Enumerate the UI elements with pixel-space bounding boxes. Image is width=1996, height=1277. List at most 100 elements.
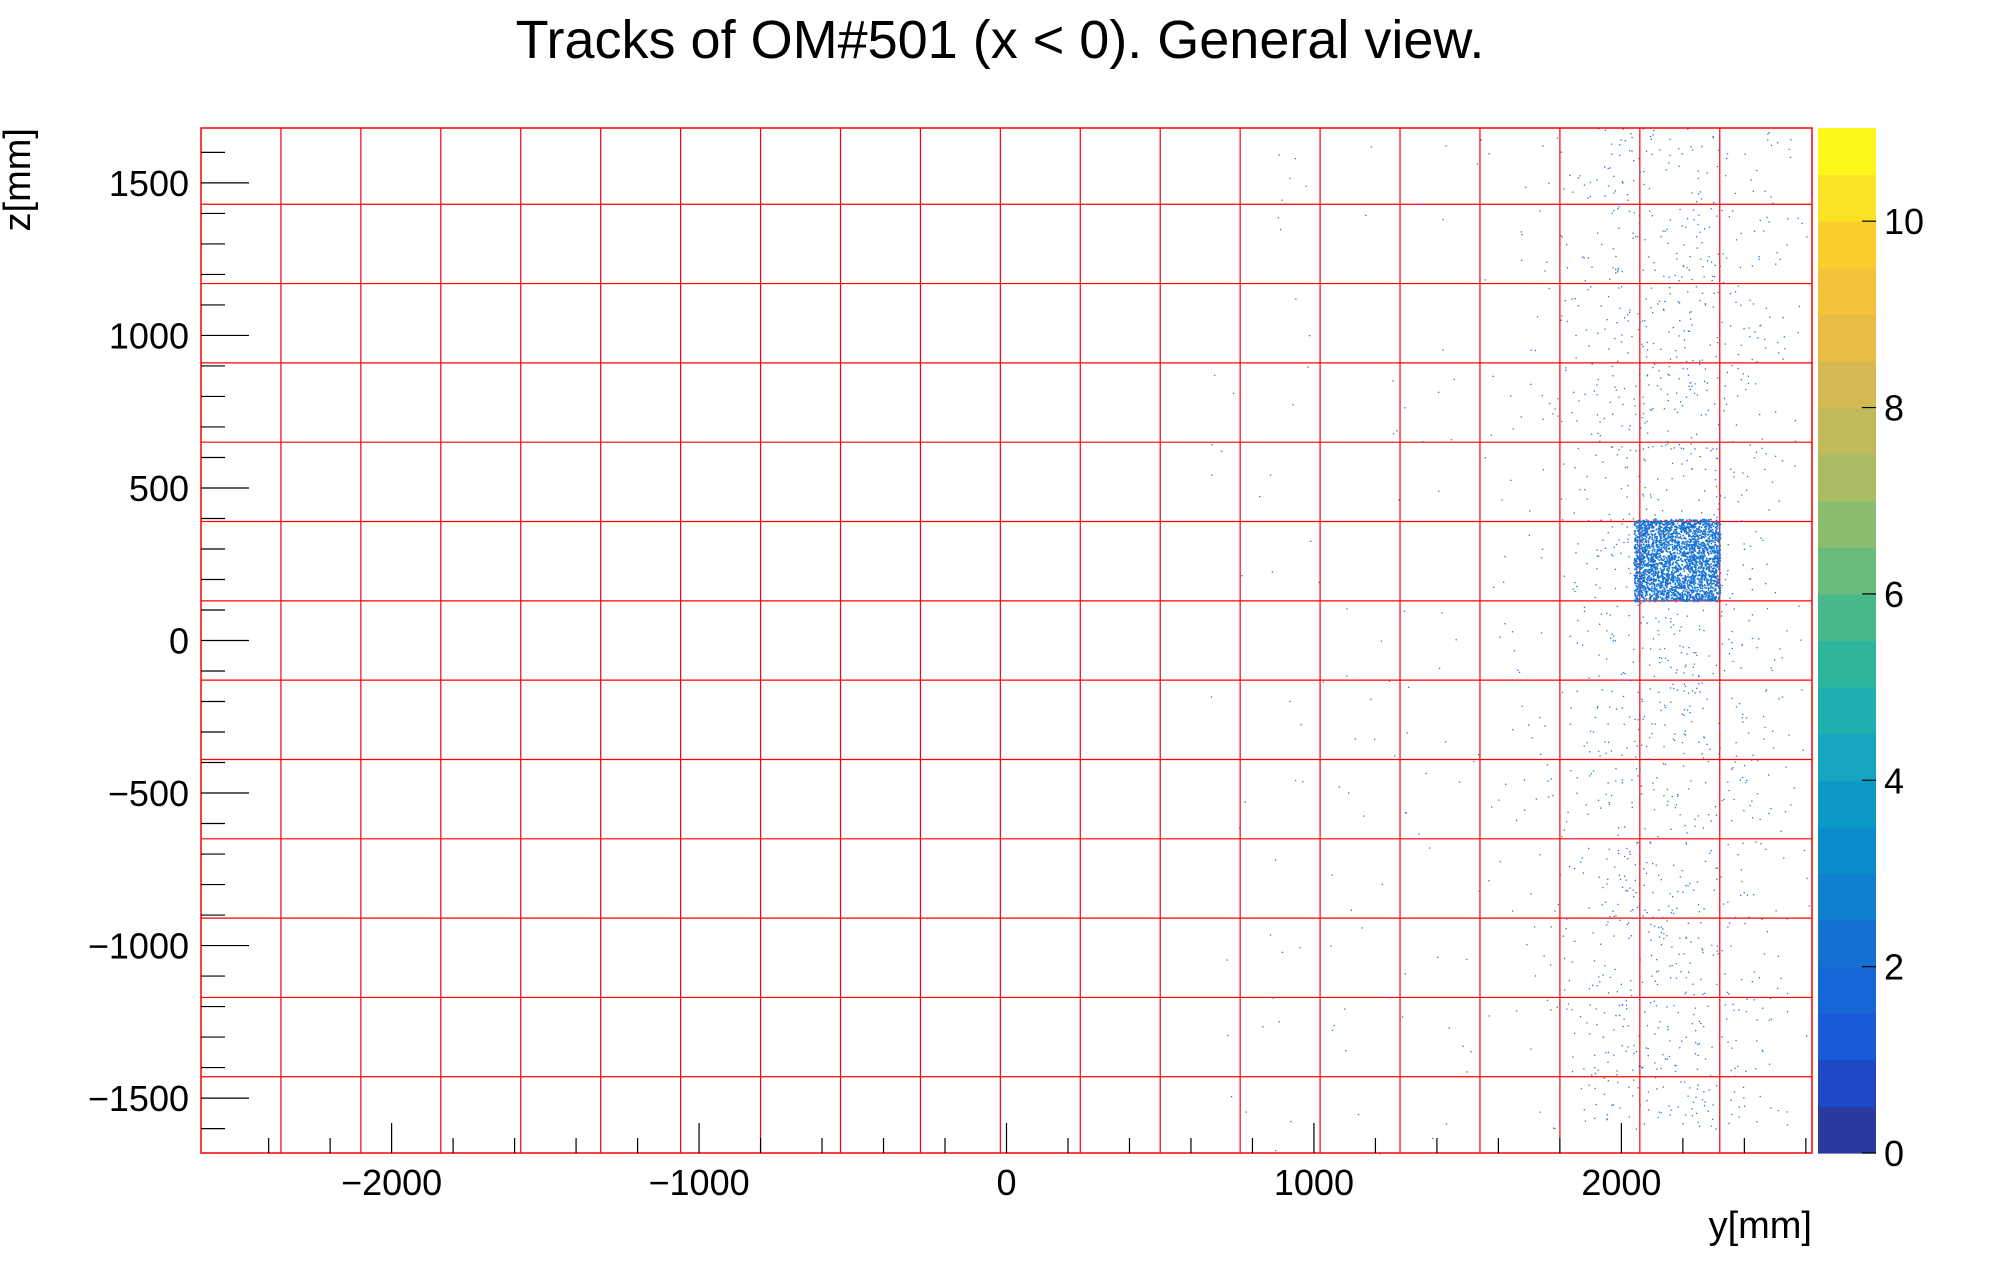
track-point	[1702, 707, 1704, 709]
track-point	[1608, 348, 1610, 350]
track-point	[1717, 579, 1719, 582]
track-point	[1666, 567, 1669, 570]
track-point	[1711, 591, 1713, 593]
track-point	[1686, 562, 1688, 564]
track-point	[1622, 672, 1624, 674]
track-point	[1677, 527, 1680, 529]
track-point	[1724, 343, 1726, 345]
track-point	[1620, 487, 1622, 490]
track-point	[1709, 1075, 1712, 1077]
track-point	[1684, 685, 1687, 688]
track-point	[1543, 955, 1545, 957]
track-point	[1660, 571, 1662, 573]
track-point	[1533, 926, 1536, 928]
track-point	[1641, 553, 1643, 556]
track-point	[1613, 175, 1615, 177]
track-point	[1697, 574, 1699, 577]
track-point	[1690, 543, 1693, 546]
track-point	[1752, 303, 1755, 305]
track-point	[1685, 843, 1688, 845]
track-point	[1635, 892, 1637, 894]
track-point	[1710, 820, 1712, 822]
track-point	[1749, 444, 1751, 446]
track-point	[1660, 235, 1662, 238]
track-point	[1707, 598, 1710, 601]
track-point	[1566, 918, 1568, 920]
track-point	[1705, 548, 1708, 551]
track-point	[1635, 1128, 1638, 1130]
track-point	[1654, 568, 1657, 570]
track-point	[1566, 243, 1568, 246]
track-point	[1634, 561, 1637, 564]
track-point	[1648, 758, 1650, 760]
track-point	[1710, 571, 1713, 574]
track-point	[1584, 393, 1586, 395]
track-point	[1703, 1026, 1705, 1028]
track-point	[1580, 1087, 1582, 1090]
track-point	[1638, 536, 1640, 539]
track-point	[1669, 154, 1671, 157]
track-point	[1318, 581, 1320, 584]
track-point	[1740, 978, 1743, 981]
track-point	[1673, 591, 1675, 594]
track-point	[1698, 547, 1701, 550]
track-point	[1361, 927, 1363, 929]
track-point	[1669, 358, 1672, 360]
track-point	[1649, 688, 1651, 690]
track-point	[1687, 587, 1690, 589]
track-point	[1658, 909, 1660, 911]
track-point	[1598, 976, 1600, 978]
track-point	[1641, 527, 1644, 529]
track-point	[1716, 583, 1718, 585]
track-point	[1653, 560, 1656, 563]
track-point	[1612, 640, 1614, 642]
track-point	[1756, 361, 1758, 363]
track-point	[1570, 707, 1572, 709]
track-point	[1685, 553, 1688, 555]
track-point	[1636, 520, 1638, 523]
track-point	[1691, 548, 1694, 550]
track-point	[1672, 326, 1674, 329]
track-point	[1760, 843, 1762, 845]
track-point	[1686, 709, 1689, 711]
track-point	[1718, 582, 1720, 585]
track-point	[1645, 598, 1648, 600]
track-point	[1673, 633, 1675, 635]
track-point	[1649, 596, 1651, 599]
track-point	[1691, 324, 1693, 326]
track-point	[1649, 523, 1651, 525]
track-point	[1644, 459, 1646, 462]
track-point	[1572, 1056, 1574, 1058]
track-point	[1644, 590, 1646, 593]
track-point	[1662, 536, 1665, 538]
track-point	[1674, 594, 1676, 596]
track-point	[1637, 587, 1639, 589]
track-point	[1726, 157, 1728, 160]
track-point	[1641, 538, 1644, 541]
track-point	[1692, 597, 1694, 600]
track-point	[1662, 916, 1664, 919]
track-point	[1715, 572, 1717, 574]
track-point	[1746, 894, 1749, 896]
track-point	[1713, 557, 1716, 560]
track-point	[1608, 848, 1610, 850]
track-point	[1622, 1025, 1624, 1028]
track-point	[1727, 1041, 1729, 1043]
track-point	[1648, 256, 1650, 258]
track-point	[1714, 585, 1717, 587]
track-point	[1278, 1021, 1280, 1023]
track-point	[1675, 562, 1678, 564]
track-point	[1680, 558, 1682, 561]
track-point	[1638, 1065, 1640, 1067]
track-point	[1670, 557, 1673, 559]
track-point	[1713, 576, 1715, 578]
track-point	[1699, 560, 1701, 562]
track-point	[1540, 632, 1543, 634]
track-point	[1618, 539, 1620, 541]
track-point	[1658, 528, 1660, 531]
track-point	[1661, 544, 1663, 547]
track-point	[1786, 1011, 1789, 1013]
track-point	[1710, 518, 1712, 521]
track-point	[1699, 360, 1701, 362]
track-point	[1658, 541, 1661, 544]
